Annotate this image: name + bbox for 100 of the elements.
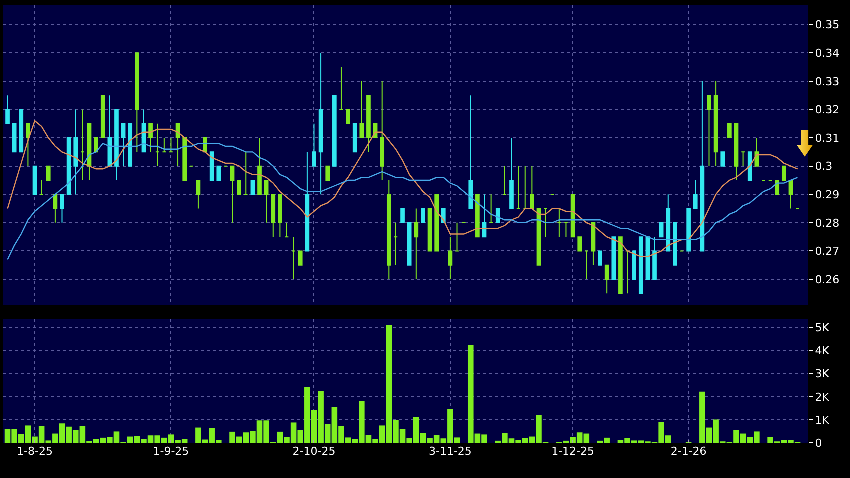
candlestick — [264, 180, 269, 224]
candlestick — [741, 152, 746, 167]
y-tick-label: 0.3 — [815, 160, 833, 174]
candlestick — [12, 123, 17, 153]
candlestick — [578, 236, 582, 252]
y-tick-label: 0.33 — [815, 75, 840, 88]
candlestick — [700, 80, 705, 252]
candlestick — [100, 95, 106, 139]
candlestick — [128, 123, 133, 167]
candlestick — [482, 194, 487, 238]
candlestick — [135, 52, 140, 153]
candlestick — [155, 123, 160, 167]
candlestick — [121, 123, 126, 167]
candlestick — [60, 194, 64, 224]
candlestick — [659, 222, 664, 238]
candlestick — [414, 208, 419, 280]
candlestick — [523, 166, 528, 210]
candlestick — [530, 166, 534, 210]
candlestick — [94, 138, 98, 153]
candlestick — [386, 180, 392, 280]
x-tick-label: 3-11-25 — [428, 445, 472, 458]
candlestick — [326, 166, 330, 181]
candlestick — [298, 250, 303, 266]
candlestick — [612, 236, 616, 280]
candlestick — [312, 123, 316, 167]
candlestick — [421, 208, 426, 224]
candlestick — [19, 109, 24, 153]
y-tick-label: 0.29 — [815, 188, 840, 202]
candlestick — [407, 222, 412, 266]
candlestick — [618, 236, 623, 294]
candlestick — [604, 264, 610, 294]
x-tick-label: 1-9-25 — [153, 445, 190, 458]
candlestick — [775, 180, 780, 196]
candlestick — [666, 194, 671, 252]
candlestick — [176, 123, 180, 167]
candlestick — [196, 180, 201, 210]
candlestick — [714, 80, 718, 167]
candlestick — [673, 222, 678, 266]
candlestick — [284, 222, 290, 238]
candlestick — [557, 208, 562, 238]
candlestick — [455, 222, 460, 252]
candlestick — [434, 194, 439, 252]
candlestick — [318, 52, 324, 196]
candlestick — [26, 123, 30, 167]
y-tick-label: 2K — [815, 390, 830, 404]
candlestick — [428, 208, 432, 252]
candlestick — [754, 138, 760, 167]
y-tick-label: 0.31 — [815, 132, 840, 145]
candlestick — [468, 95, 474, 210]
candlestick — [625, 250, 630, 294]
candlestick — [80, 109, 85, 181]
candlestick — [258, 138, 262, 196]
y-tick-label: 4K — [815, 344, 830, 358]
candlestick — [162, 138, 167, 153]
candlestick — [632, 250, 636, 280]
candlestick — [584, 250, 589, 280]
candlestick — [366, 95, 371, 153]
candlestick — [278, 194, 282, 238]
candlestick — [346, 109, 350, 124]
candlestick — [564, 222, 568, 238]
x-tick-label: 1-12-25 — [552, 445, 595, 458]
candlestick — [40, 180, 44, 196]
y-tick-label: 0.32 — [815, 104, 840, 117]
candlestick — [148, 123, 153, 153]
candlestick — [448, 236, 453, 280]
candlestick — [6, 95, 10, 124]
candlestick — [720, 152, 726, 167]
candlestick — [237, 180, 242, 196]
x-tick-label: 2-10-25 — [292, 445, 336, 458]
x-tick-label: 2-1-26 — [670, 445, 707, 458]
y-tick-label: 0.35 — [815, 18, 840, 32]
x-tick-label: 1-8-25 — [17, 445, 53, 458]
candlestick — [707, 95, 712, 167]
candlestick — [510, 138, 514, 210]
y-tick-label: 0.34 — [815, 46, 840, 60]
candlestick — [114, 109, 119, 181]
candlestick — [46, 166, 51, 181]
candlestick — [544, 208, 548, 238]
candlestick — [108, 95, 112, 167]
candlestick — [305, 152, 310, 252]
candlestick — [748, 152, 752, 181]
candlestick — [591, 222, 596, 266]
candlestick — [516, 166, 521, 210]
y-tick-label: 0.26 — [815, 273, 840, 286]
y-tick-label: 0 — [815, 436, 822, 450]
candlestick — [788, 180, 794, 210]
candlestick — [686, 208, 691, 252]
candlestick — [638, 236, 644, 294]
y-tick-label: 0.27 — [815, 245, 840, 258]
candlestick — [339, 66, 344, 110]
y-tick-label: 0.28 — [815, 216, 840, 230]
candlestick — [400, 208, 405, 224]
candlestick — [782, 166, 786, 181]
candlestick — [87, 123, 92, 181]
candlestick — [210, 152, 214, 181]
y-tick-label: 5K — [815, 322, 830, 335]
candlestick — [169, 138, 174, 153]
candlestick — [502, 166, 508, 196]
candlestick — [652, 236, 657, 280]
candlestick — [496, 208, 500, 224]
